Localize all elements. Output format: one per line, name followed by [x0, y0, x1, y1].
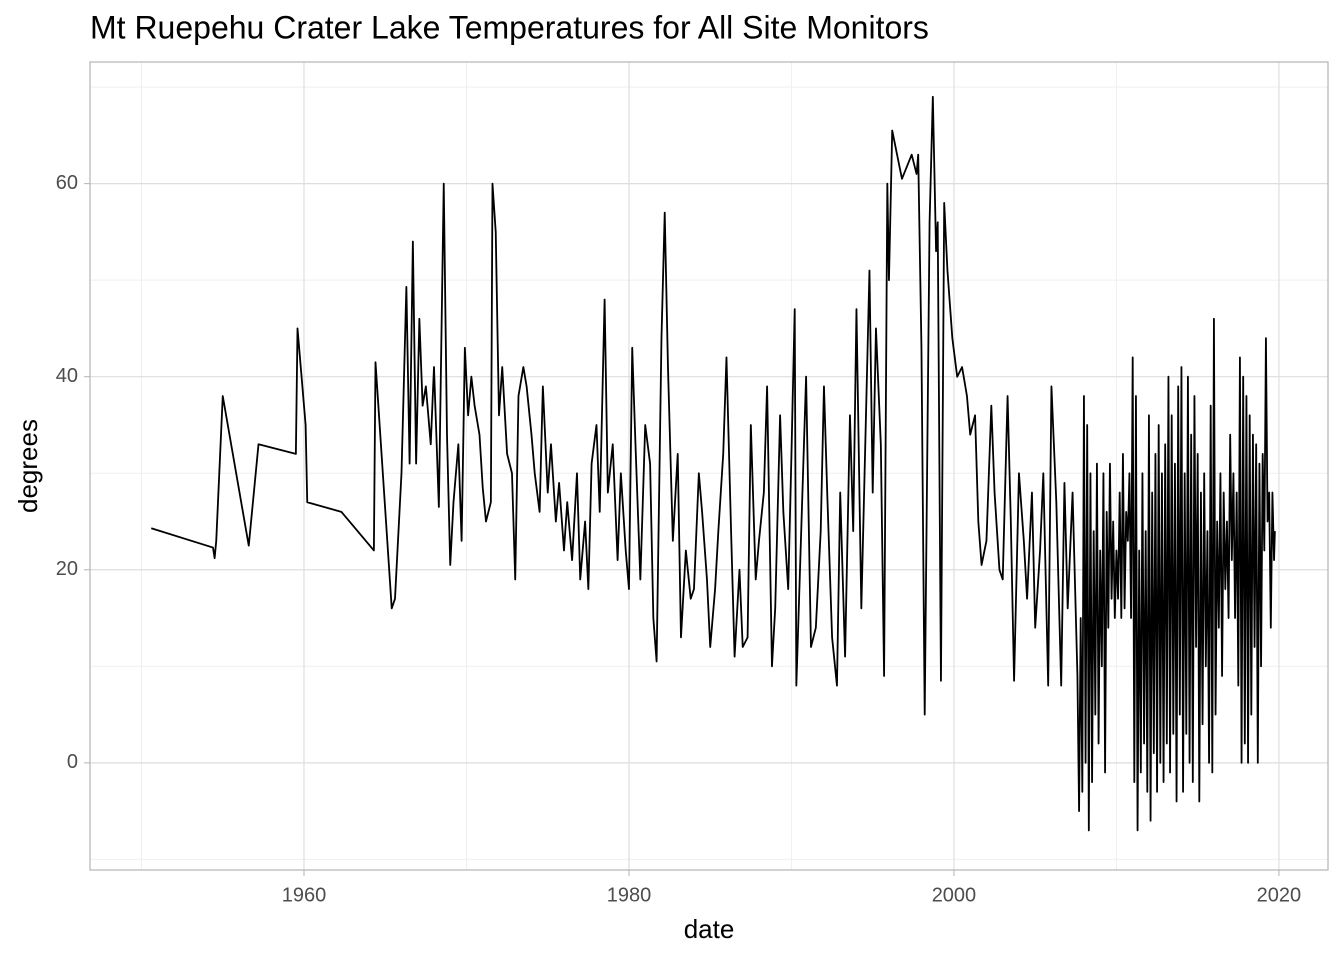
- y-tick-label: 20: [56, 558, 78, 580]
- x-tick-label: 2000: [932, 884, 977, 906]
- x-axis-title: date: [684, 914, 735, 944]
- y-tick-label: 0: [67, 751, 78, 773]
- data-line: [150, 95, 1276, 832]
- panel-border: [89, 61, 1329, 871]
- y-axis-title: degrees: [13, 419, 43, 513]
- chart-title: Mt Ruepehu Crater Lake Temperatures for …: [90, 9, 929, 45]
- y-tick-label: 60: [56, 172, 78, 194]
- x-tick-label: 1960: [282, 884, 327, 906]
- x-tick-label: 1980: [607, 884, 652, 906]
- y-tick-label: 40: [56, 365, 78, 387]
- x-tick-label: 2020: [1257, 884, 1302, 906]
